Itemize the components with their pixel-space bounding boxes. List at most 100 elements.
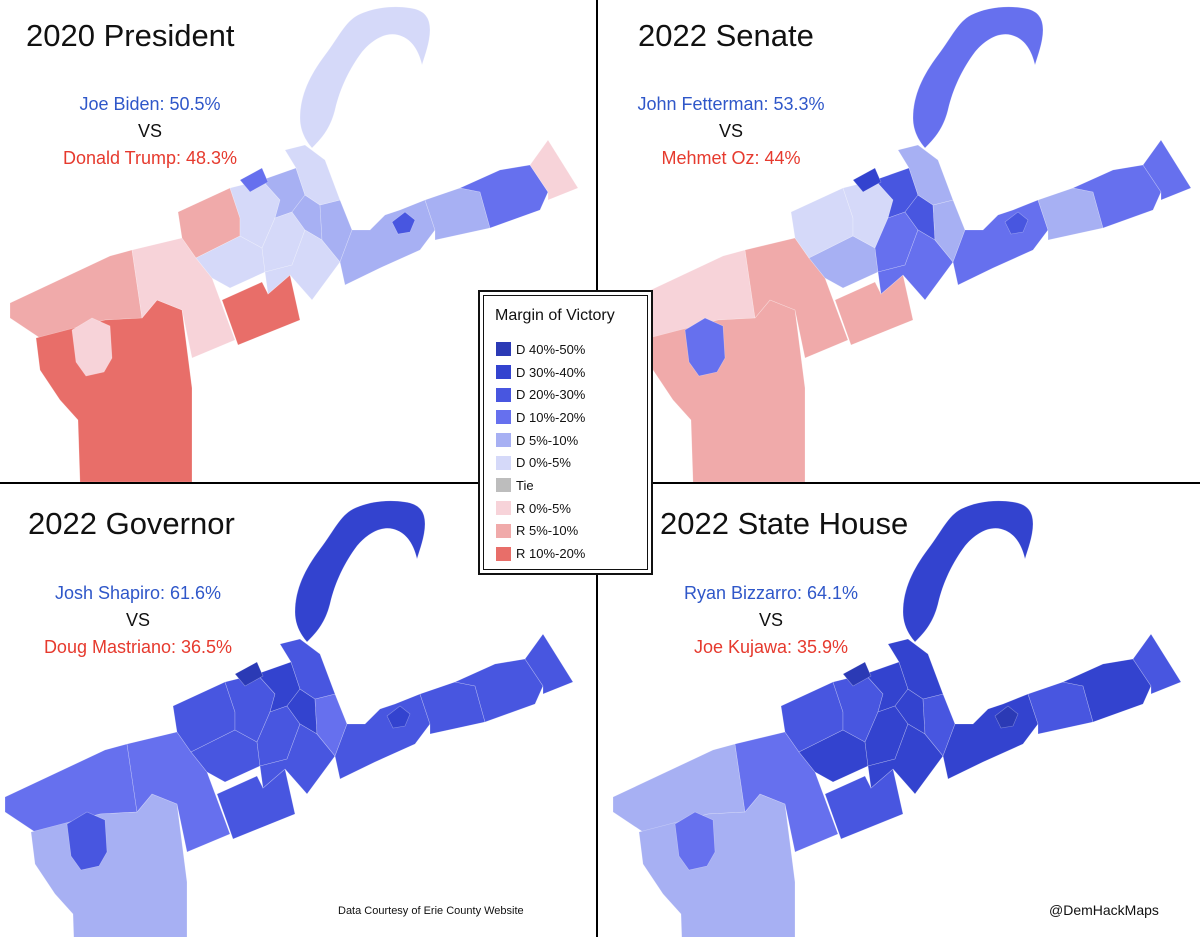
district-cityE: [887, 638, 944, 700]
dem-candidate: Josh Shapiro: 61.6%: [54, 583, 222, 603]
legend-item: D 40%-50%: [496, 338, 585, 361]
data-source-note: Data Courtesy of Erie County Website: [338, 905, 524, 917]
district-east2: [1027, 681, 1094, 735]
district-east1: [339, 199, 436, 286]
legend-label: D 40%-50%: [516, 341, 586, 357]
legend: Margin of Victory D 40%-50% D 30%-40% D 20…: [478, 290, 653, 575]
legend-label: R 5%-10%: [516, 523, 579, 539]
dem-candidate: John Fetterman: 53.3%: [637, 94, 825, 114]
district-eastSpot: [386, 705, 411, 729]
district-farEast: [1062, 658, 1152, 723]
candidate-results: John Fetterman: 53.3% VS Mehmet Oz: 44%: [611, 91, 851, 172]
district-cityN: [234, 661, 264, 687]
legend-label: D 5%-10%: [516, 432, 579, 448]
legend-swatch: [496, 501, 511, 516]
legend-label: R 0%-5%: [516, 500, 571, 516]
legend-swatch: [496, 365, 511, 380]
district-east1: [942, 693, 1039, 780]
legend-swatch: [496, 546, 511, 561]
legend-label: R 10%-20%: [516, 546, 586, 562]
dem-candidate: Joe Biden: 50.5%: [79, 94, 221, 114]
legend-item: D 10%-20%: [496, 406, 585, 429]
choropleth-map: [9, 6, 579, 482]
panel-2020-president: 2020 President Joe Biden: 50.5% VS Donal…: [0, 0, 596, 482]
legend-list: D 40%-50% D 30%-40% D 20%-30% D 10%-20% D 5%…: [496, 338, 585, 565]
district-peninsula: [912, 6, 1044, 149]
legend-swatch: [496, 523, 511, 538]
author-credit: @DemHackMaps: [1049, 902, 1159, 918]
district-cityN: [239, 167, 269, 193]
legend-swatch: [496, 410, 511, 425]
district-farEast: [459, 164, 549, 229]
district-peninsula: [294, 500, 426, 643]
rep-candidate: Donald Trump: 48.3%: [62, 148, 238, 168]
legend-swatch: [496, 455, 511, 470]
district-cityEcol: [319, 199, 353, 263]
panel-2022-governor: 2022 Governor Josh Shapiro: 61.6% VS Dou…: [0, 484, 596, 937]
panel-title: 2022 Senate: [638, 18, 814, 53]
candidate-results: Joe Biden: 50.5% VS Donald Trump: 48.3%: [30, 91, 270, 172]
legend-item: R 5%-10%: [496, 520, 585, 543]
legend-item: D 30%-40%: [496, 361, 585, 384]
rep-candidate: Joe Kujawa: 35.9%: [693, 637, 849, 657]
dem-candidate: Ryan Bizzarro: 64.1%: [683, 583, 859, 603]
legend-label: D 20%-30%: [516, 387, 586, 403]
panel-2022-senate: 2022 Senate John Fetterman: 53.3% VS Meh…: [598, 0, 1200, 482]
district-westHole: [674, 811, 716, 871]
legend-label: Tie: [516, 477, 534, 493]
panel-title: 2020 President: [26, 18, 235, 53]
district-eastSpot: [1004, 211, 1029, 235]
rep-candidate: Doug Mastriano: 36.5%: [43, 637, 233, 657]
district-peninsula: [299, 6, 431, 149]
district-east2: [1037, 187, 1104, 241]
legend-swatch: [496, 387, 511, 402]
district-farEast: [1072, 164, 1162, 229]
rep-candidate: Mehmet Oz: 44%: [661, 148, 801, 168]
district-westHole: [66, 811, 108, 871]
district-east2: [419, 681, 486, 735]
legend-item: D 20%-30%: [496, 383, 585, 406]
district-cityEcol: [932, 199, 966, 263]
legend-item: D 5%-10%: [496, 429, 585, 452]
candidate-results: Josh Shapiro: 61.6% VS Doug Mastriano: 3…: [18, 580, 258, 661]
district-cityN: [852, 167, 882, 193]
versus-label: VS: [718, 121, 743, 141]
district-peninsula: [902, 500, 1034, 643]
choropleth-map: [4, 500, 574, 937]
legend-item: D 0%-5%: [496, 451, 585, 474]
district-eastSpot: [994, 705, 1019, 729]
versus-label: VS: [758, 610, 783, 630]
district-east2: [424, 187, 491, 241]
candidate-results: Ryan Bizzarro: 64.1% VS Joe Kujawa: 35.9…: [651, 580, 891, 661]
district-east1: [952, 199, 1049, 286]
legend-title: Margin of Victory: [495, 307, 615, 324]
legend-label: D 0%-5%: [516, 455, 571, 471]
district-farEastTip: [1142, 139, 1192, 201]
district-westHole: [71, 317, 113, 377]
legend-item: Tie: [496, 474, 585, 497]
district-east1: [334, 693, 431, 780]
district-farEastTip: [524, 633, 574, 695]
choropleth-map: [612, 500, 1182, 937]
legend-item: R 10%-20%: [496, 542, 585, 565]
panel-title: 2022 State House: [660, 506, 909, 541]
panel-title: 2022 Governor: [28, 506, 235, 541]
legend-swatch: [496, 478, 511, 493]
versus-label: VS: [137, 121, 162, 141]
legend-item: R 0%-5%: [496, 497, 585, 520]
district-cityEcol: [922, 693, 956, 757]
district-cityN: [842, 661, 872, 687]
legend-label: D 10%-20%: [516, 409, 586, 425]
district-cityEcol: [314, 693, 348, 757]
legend-swatch: [496, 342, 511, 357]
legend-label: D 30%-40%: [516, 364, 586, 380]
district-farEast: [454, 658, 544, 723]
district-cityE: [284, 144, 341, 206]
district-cityE: [897, 144, 954, 206]
district-farEastTip: [1132, 633, 1182, 695]
district-eastSpot: [391, 211, 416, 235]
choropleth-map: [622, 6, 1192, 482]
district-westHole: [684, 317, 726, 377]
district-cityE: [279, 638, 336, 700]
panel-2022-state-house: 2022 State House Ryan Bizzarro: 64.1% VS…: [598, 484, 1200, 937]
